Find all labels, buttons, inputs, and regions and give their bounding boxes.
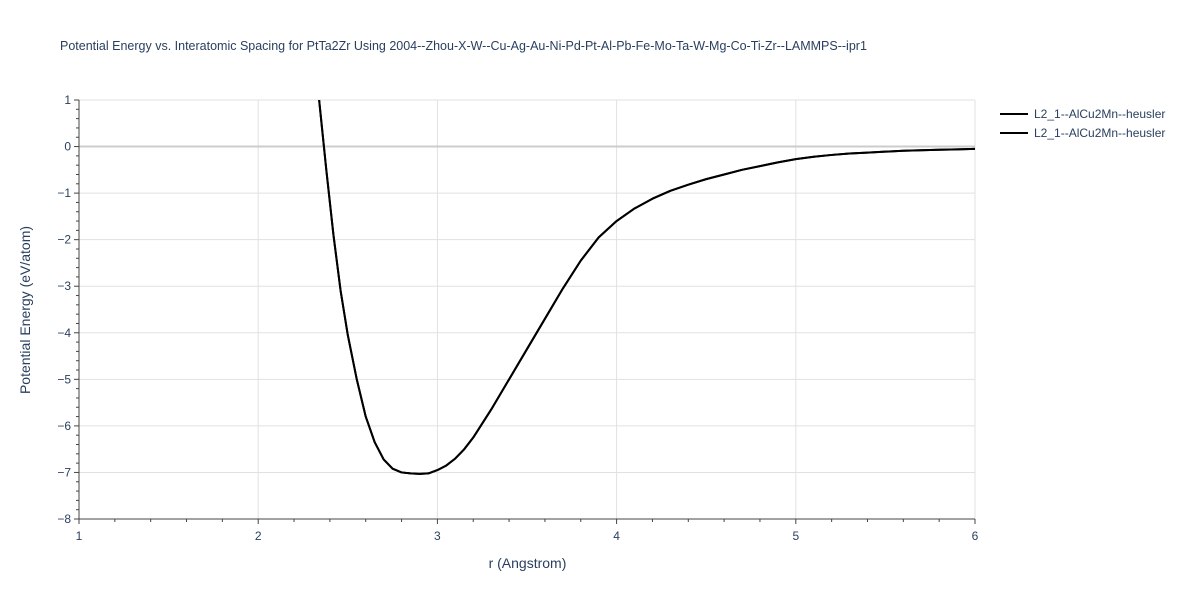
- x-tick-label: 4: [613, 529, 620, 543]
- plot-area: [318, 100, 975, 475]
- x-tick-label: 1: [76, 529, 83, 543]
- axes: 1 2 3 4 5 6 1 0 −1 −2 −3 −4 −5 −6 −7 −8: [57, 93, 978, 543]
- x-tick-label: 2: [255, 529, 262, 543]
- grid: [78, 99, 976, 520]
- x-axis-title: r (Angstrom): [489, 555, 567, 571]
- series-line-2: [318, 100, 975, 475]
- x-tick-label: 3: [434, 529, 441, 543]
- y-tick-label: −4: [57, 326, 71, 340]
- x-tick-label: 5: [792, 529, 799, 543]
- y-tick-label: −8: [57, 512, 71, 526]
- chart-title: Potential Energy vs. Interatomic Spacing…: [60, 39, 867, 53]
- legend-label: L2_1--AlCu2Mn--heusler: [1034, 126, 1165, 140]
- x-tick-label: 6: [972, 529, 979, 543]
- y-tick-label: −5: [57, 372, 71, 386]
- legend-label: L2_1--AlCu2Mn--heusler: [1034, 107, 1165, 121]
- y-tick-label: −1: [57, 186, 71, 200]
- y-tick-label: −2: [57, 233, 71, 247]
- y-tick-label: 0: [64, 140, 71, 154]
- y-tick-label: −3: [57, 279, 71, 293]
- series-line-1: [318, 100, 975, 475]
- y-tick-label: 1: [64, 93, 71, 107]
- y-axis-title: Potential Energy (eV/atom): [17, 226, 33, 394]
- y-tick-label: −6: [57, 419, 71, 433]
- y-tick-label: −7: [57, 465, 71, 479]
- legend[interactable]: L2_1--AlCu2Mn--heusler L2_1--AlCu2Mn--heu…: [1000, 107, 1165, 140]
